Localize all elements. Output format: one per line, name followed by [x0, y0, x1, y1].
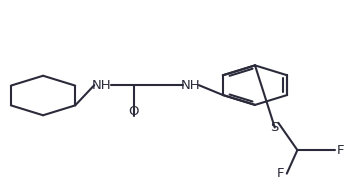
Text: F: F: [277, 167, 284, 180]
Text: NH: NH: [180, 79, 200, 92]
Text: O: O: [129, 105, 139, 118]
Text: NH: NH: [92, 79, 112, 92]
Text: F: F: [337, 144, 344, 157]
Text: S: S: [271, 121, 279, 134]
